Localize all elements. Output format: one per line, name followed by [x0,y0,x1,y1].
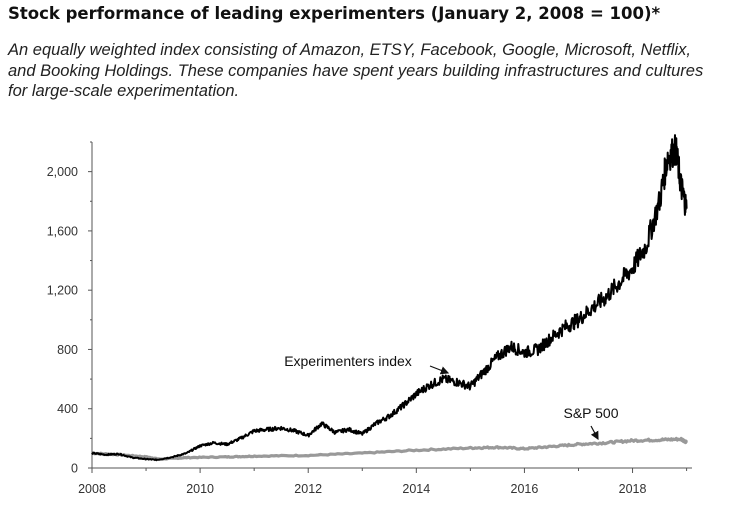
y-tick-label: 400 [57,402,78,416]
x-tick-label: 2012 [294,482,322,496]
x-tick-label: 2018 [619,482,647,496]
sp500-label: S&P 500 [563,405,618,421]
chart-title: Stock performance of leading experimente… [8,4,661,23]
x-tick-label: 2008 [78,482,106,496]
y-tick-label: 2,000 [47,165,78,179]
x-tick-label: 2016 [511,482,539,496]
y-tick-label: 1,200 [47,284,78,298]
experimenters-index-line [91,134,688,462]
x-tick-label: 2014 [402,482,430,496]
x-tick-label: 2010 [186,482,214,496]
y-tick-label: 1,600 [47,224,78,238]
y-tick-label: 0 [71,462,78,476]
chart-subtitle: An equally weighted index consisting of … [8,41,704,100]
experimenters-index-arrow [429,365,450,375]
sp500-arrow [590,425,599,441]
y-tick-label: 800 [57,343,78,357]
experimenters-index-label: Experimenters index [284,353,412,369]
